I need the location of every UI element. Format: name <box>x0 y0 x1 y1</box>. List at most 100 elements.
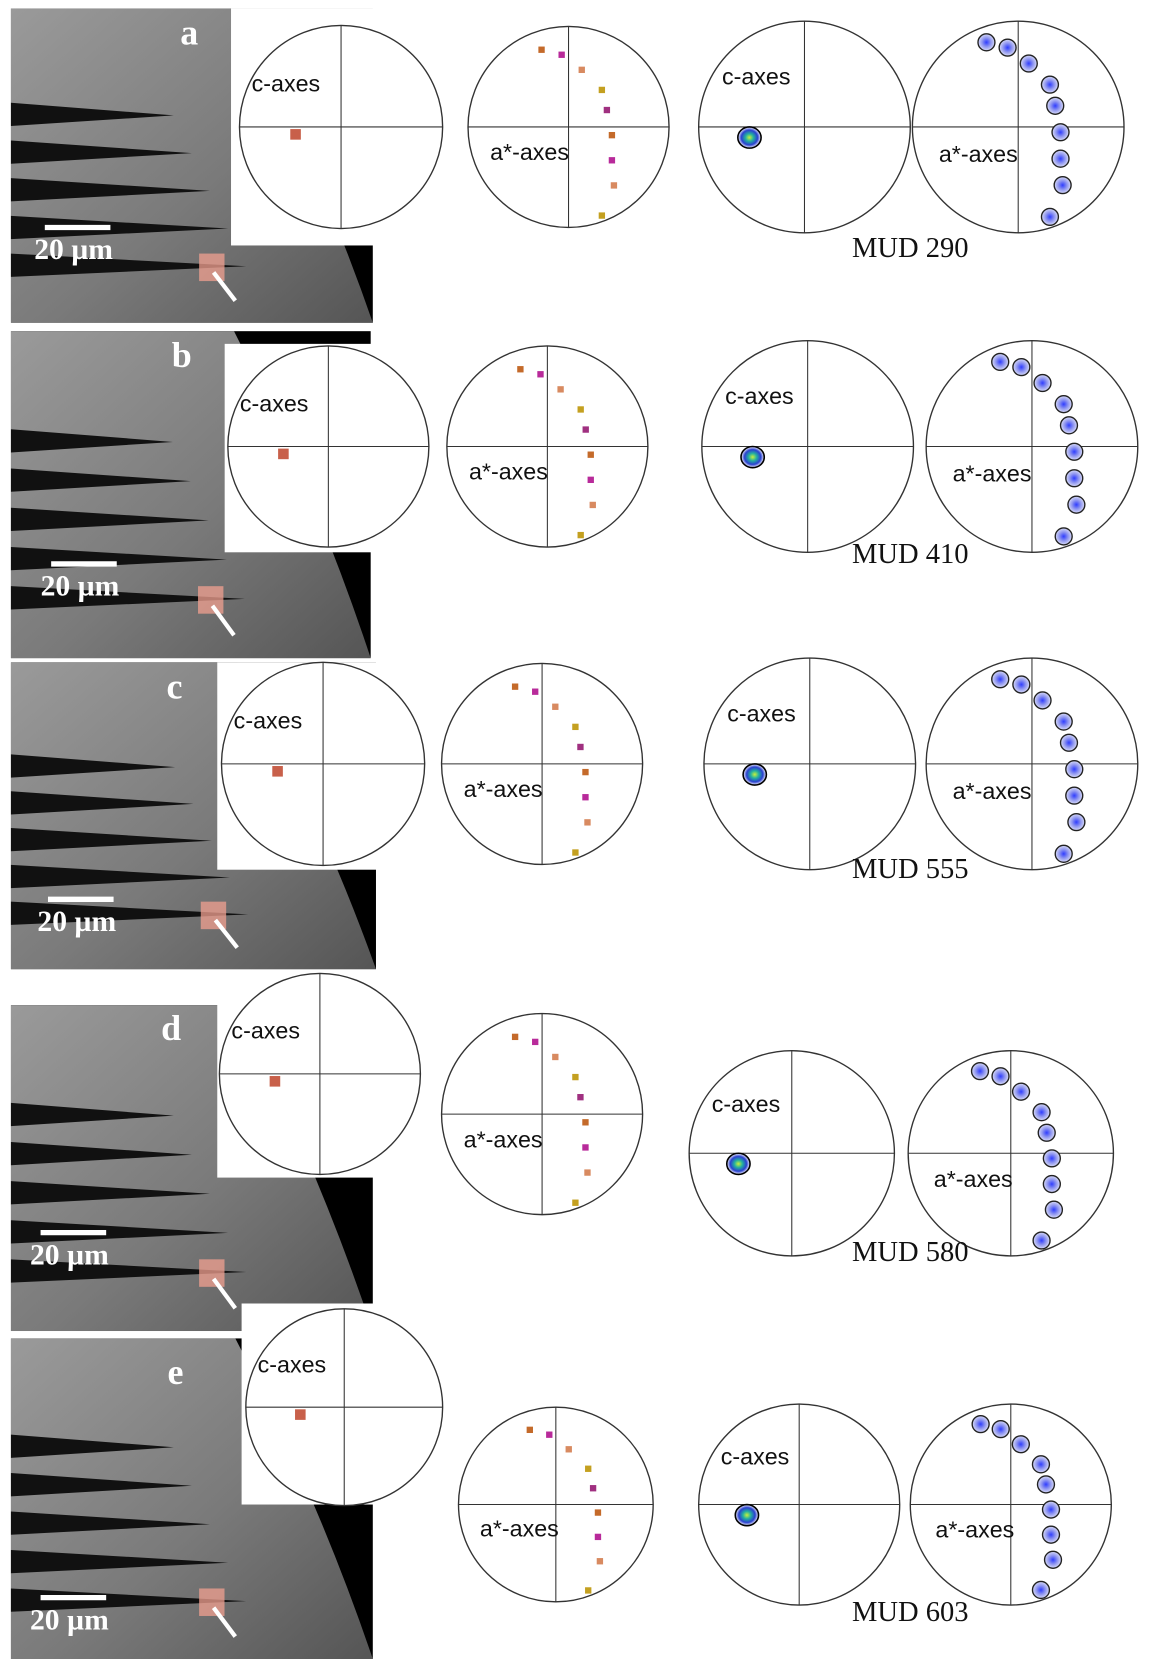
a-axis-point <box>537 371 543 377</box>
a-axis-point <box>577 744 583 750</box>
a-axis-density <box>1055 396 1072 413</box>
a-axis-density <box>1038 1124 1055 1141</box>
a-axis-density <box>1054 177 1071 194</box>
a-axis-density <box>1061 734 1078 751</box>
a-axis-density <box>1055 713 1072 730</box>
a-axis-point <box>588 452 594 458</box>
a-axis-point <box>590 502 596 508</box>
a-axis-point <box>609 157 615 163</box>
scale-bar-label: 20 µm <box>34 234 113 266</box>
a-axis-point <box>604 107 610 113</box>
a-axis-point <box>599 87 605 93</box>
a-axis-point <box>572 724 578 730</box>
a-axis-density <box>1043 1176 1060 1193</box>
a-axis-density <box>1041 76 1058 93</box>
a-axis-point <box>558 52 564 58</box>
a-axes-label: a*-axes <box>464 776 543 802</box>
density-a-axes-label: a*-axes <box>934 1166 1013 1192</box>
density-c-axes-label: c-axes <box>722 64 791 90</box>
a-axis-density <box>1043 1150 1060 1167</box>
a-axis-density <box>972 1416 989 1433</box>
a-axis-density <box>1055 528 1072 545</box>
a-axis-density <box>1052 124 1069 141</box>
c-axis-points <box>295 1409 306 1420</box>
c-axes-label: c-axes <box>240 390 309 416</box>
a-axis-density <box>1041 208 1058 225</box>
a-axes-label: a*-axes <box>490 139 569 165</box>
a-axis-point <box>583 426 589 432</box>
a-axis-point <box>609 132 615 138</box>
a-axis-point <box>579 67 585 73</box>
a-axis-point <box>585 1466 591 1472</box>
c-axes-label: c-axes <box>258 1352 327 1378</box>
c-axis-density <box>741 446 764 467</box>
a-axis-density <box>1066 787 1083 804</box>
a-axis-point <box>588 477 594 483</box>
a-axis-density <box>1052 150 1069 167</box>
a-axis-density <box>999 39 1016 56</box>
analysis-region <box>199 1259 224 1287</box>
density-a-axes-label: a*-axes <box>935 1517 1014 1543</box>
a-axis-point <box>552 704 558 710</box>
a-axis-density <box>1045 1201 1062 1218</box>
a-axis-density <box>978 34 995 51</box>
sample-label: MUD 580 <box>852 1237 969 1268</box>
a-axis-density <box>1033 1232 1050 1249</box>
c-axes-label: c-axes <box>231 1018 300 1044</box>
a-axis-density <box>1013 359 1030 376</box>
a-axis-density <box>1020 55 1037 72</box>
a-axis-density <box>1043 1526 1060 1543</box>
page: {"panels": [ {"letter": "a", "scale_bar"… <box>0 0 1154 1659</box>
c-axis-points <box>272 766 283 777</box>
a-axis-point <box>582 1144 588 1150</box>
a-axis-point <box>597 1558 603 1564</box>
panel-letter: a <box>180 12 198 52</box>
a-axis-density <box>1066 470 1083 487</box>
a-axis-point <box>512 683 518 689</box>
a-axis-point <box>572 1074 578 1080</box>
c-axes-label: c-axes <box>234 707 303 733</box>
a-axis-density <box>992 671 1009 688</box>
a-axis-point <box>546 1432 552 1438</box>
a-axis-point <box>566 1446 572 1452</box>
a-axes-label: a*-axes <box>469 459 548 485</box>
a-axis-point <box>582 769 588 775</box>
a-axis-point <box>584 1169 590 1175</box>
a-axis-density <box>1047 97 1064 114</box>
a-axis-density <box>1032 1581 1049 1598</box>
a-axis-density <box>1013 676 1030 693</box>
a-axis-density <box>992 353 1009 370</box>
density-c-axes-label: c-axes <box>727 701 796 727</box>
analysis-region <box>199 1588 224 1616</box>
figure: a20 µmc-axesa*-axesc-axesa*-axesMUD 290b… <box>0 0 1154 1659</box>
c-axis-points <box>278 449 289 460</box>
a-axis-point <box>517 366 523 372</box>
a-axis-point <box>590 1485 596 1491</box>
density-c-axes-label: c-axes <box>712 1091 781 1117</box>
scale-bar-label: 20 µm <box>30 1604 109 1636</box>
a-axis-point <box>578 532 584 538</box>
a-axis-density <box>1038 1476 1055 1493</box>
c-axis-density <box>743 764 766 785</box>
c-axis-points <box>270 1076 281 1087</box>
a-axis-density <box>1055 845 1072 862</box>
a-axis-point <box>595 1534 601 1540</box>
a-axis-density <box>1034 692 1051 709</box>
a-axis-density <box>992 1421 1009 1438</box>
a-axis-density <box>1034 375 1051 392</box>
scale-bar-label: 20 µm <box>30 1239 109 1271</box>
a-axis-density <box>972 1063 989 1080</box>
panel-letter: b <box>172 335 192 375</box>
analysis-region <box>201 902 226 930</box>
density-a-axes-label: a*-axes <box>939 141 1018 167</box>
a-axis-density <box>1045 1551 1062 1568</box>
c-axis-density <box>738 127 761 148</box>
panel-letter: c <box>166 666 182 706</box>
a-axis-point <box>577 1094 583 1100</box>
scale-bar-label: 20 µm <box>37 906 116 938</box>
a-axis-point <box>599 212 605 218</box>
a-axis-point <box>611 182 617 188</box>
a-axis-density <box>1033 1104 1050 1121</box>
analysis-region <box>198 586 223 614</box>
a-axis-point <box>584 819 590 825</box>
